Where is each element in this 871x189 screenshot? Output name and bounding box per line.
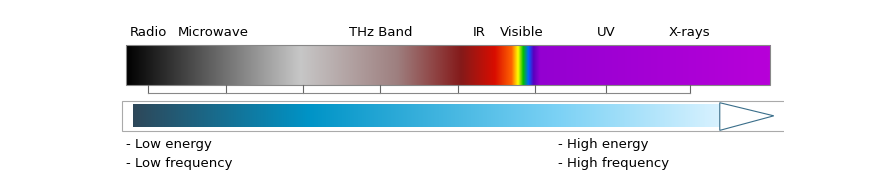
Text: IR: IR xyxy=(473,26,485,40)
Text: UV: UV xyxy=(597,26,616,40)
Text: X-rays: X-rays xyxy=(669,26,711,40)
Text: - Low energy: - Low energy xyxy=(125,138,212,151)
Bar xyxy=(122,101,794,131)
Text: - High energy: - High energy xyxy=(557,138,648,151)
Text: - High frequency: - High frequency xyxy=(557,157,669,170)
Text: Radio: Radio xyxy=(130,26,167,40)
Text: Microwave: Microwave xyxy=(178,26,248,40)
Text: - Low frequency: - Low frequency xyxy=(125,157,233,170)
Polygon shape xyxy=(719,105,768,127)
Bar xyxy=(125,45,770,84)
Polygon shape xyxy=(719,103,773,130)
Text: THz Band: THz Band xyxy=(348,26,412,40)
Text: Visible: Visible xyxy=(500,26,544,40)
